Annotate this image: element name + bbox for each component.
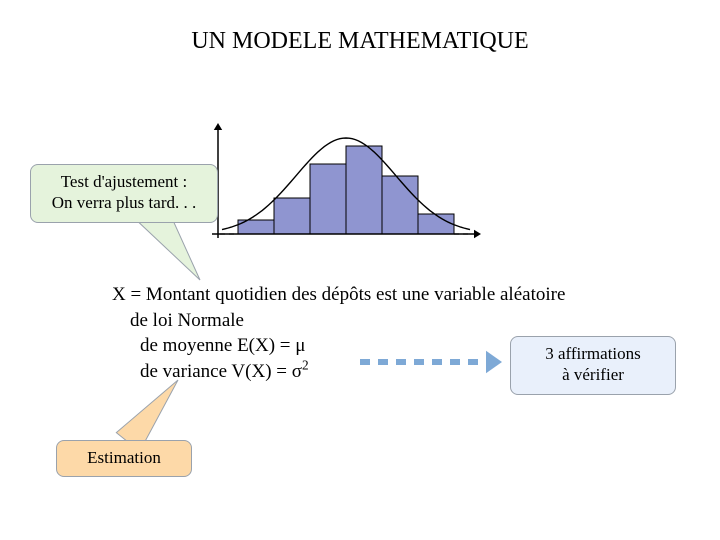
callout-estimation-label: Estimation — [69, 447, 179, 468]
callout-estimation: Estimation — [56, 440, 192, 477]
